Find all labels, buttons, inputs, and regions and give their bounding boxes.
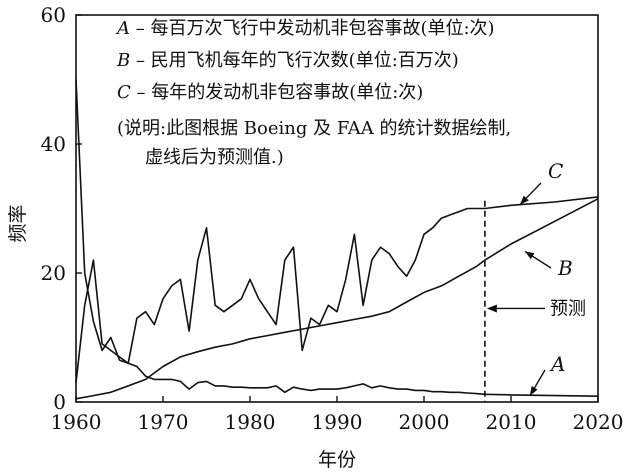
note-line: (说明:此图根据 Boeing 及 FAA 的统计数据绘制, <box>117 118 511 139</box>
series-layer <box>75 79 599 400</box>
y-tick-label: 60 <box>41 3 66 27</box>
x-tick-label: 2020 <box>573 410 624 434</box>
x-axis-title: 年份 <box>318 449 356 471</box>
series-b-label: B <box>557 256 573 280</box>
x-tick-label: 1960 <box>51 410 102 434</box>
axes <box>75 14 599 403</box>
x-tick-label: 1990 <box>312 410 363 434</box>
legend-entry-a: A – 每百万次飞行中发动机非包容事故(单位:次) <box>115 18 495 39</box>
legend-entry-b: B – 民用飞机每年的飞行次数(单位:百万次) <box>116 50 459 71</box>
x-tick-label: 1970 <box>138 410 189 434</box>
legend-letter: A <box>115 18 130 39</box>
series-c-line <box>75 196 599 383</box>
y-tick-label: 40 <box>41 132 66 156</box>
series-c-label: C <box>548 159 563 183</box>
forecast-arrowhead <box>486 304 497 313</box>
plot-frame <box>75 14 599 403</box>
y-tick-label: 20 <box>41 261 66 285</box>
legend-entry-c: C – 每年的发动机非包容事故(单位:次) <box>117 82 423 103</box>
legend: A – 每百万次飞行中发动机非包容事故(单位:次)B – 民用飞机每年的飞行次数… <box>115 18 511 168</box>
legend-text: – 民用飞机每年的飞行次数(单位:百万次) <box>130 50 459 71</box>
series-b-line <box>75 198 599 400</box>
legend-text: – 每年的发动机非包容事故(单位:次) <box>131 82 424 103</box>
forecast-layer: 预测 <box>484 200 586 402</box>
series-b-pointer-head <box>525 251 535 260</box>
x-tick-label: 1980 <box>225 410 276 434</box>
series-c-pointer-head <box>520 195 529 205</box>
forecast-label: 预测 <box>550 298 586 319</box>
x-tick-label: 2010 <box>486 410 537 434</box>
note-line: 虚线后为预测值.) <box>145 147 284 168</box>
x-tick-label: 2000 <box>399 410 450 434</box>
y-axis-title: 频率 <box>7 204 29 242</box>
ticks: 1960 1970 1980 1990 2000 2010 2020 0 20 40 60 <box>41 3 624 434</box>
series-a-label: A <box>549 352 565 376</box>
y-tick-label: 0 <box>53 390 66 414</box>
legend-letter: B <box>116 50 130 71</box>
legend-letter: C <box>117 82 131 103</box>
labels-layer: A B C <box>519 159 573 396</box>
series-a-pointer-head <box>530 386 538 396</box>
legend-text: – 每百万次飞行中发动机非包容事故(单位:次) <box>130 18 495 39</box>
